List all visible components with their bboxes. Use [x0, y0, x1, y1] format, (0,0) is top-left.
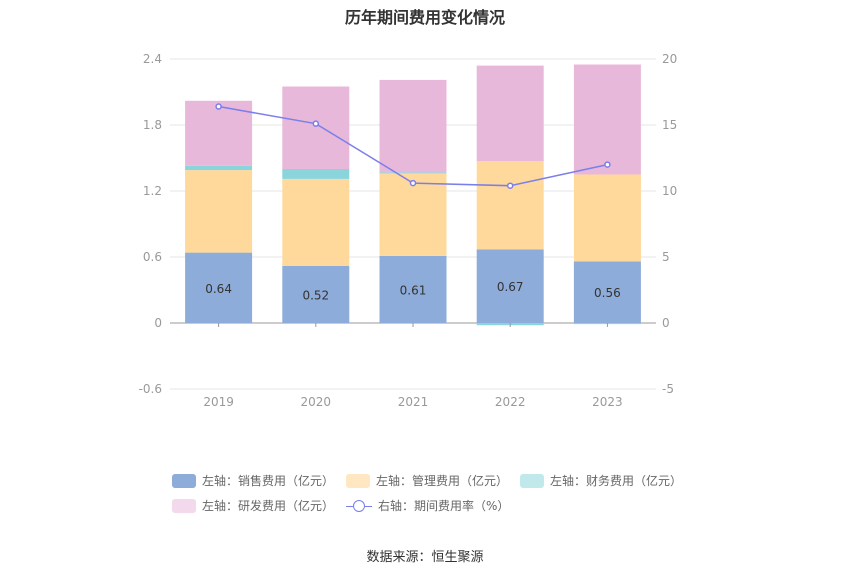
rate-line-point	[506, 182, 514, 189]
bar-segment-2	[379, 172, 447, 174]
bar-segment-2	[185, 165, 253, 171]
right-axis-tick: -5	[662, 382, 674, 396]
rate-line-point	[604, 161, 611, 168]
bar-segment-0	[573, 261, 641, 323]
bar-segment-0	[379, 255, 447, 323]
right-axis-tick: 15	[662, 118, 677, 132]
bar-segment-3	[476, 65, 544, 162]
legend-label: 右轴：期间费用率（%）	[378, 499, 510, 513]
source-note: 数据来源：恒生聚源	[366, 550, 484, 565]
bar-segment-3	[573, 64, 641, 175]
left-axis-tick: 2.4	[143, 52, 162, 66]
bar-value-label: 0.61	[400, 283, 427, 297]
bar-segment-1	[476, 161, 544, 250]
x-axis-tick: 2022	[495, 395, 526, 409]
bar-segment-1	[379, 173, 447, 256]
left-axis-tick: 1.8	[143, 118, 162, 132]
bar-segment-0	[476, 249, 544, 323]
legend-label: 左轴：财务费用（亿元）	[550, 474, 683, 488]
rate-line-point	[215, 103, 222, 110]
x-axis-tick: 2020	[301, 395, 332, 409]
chart-title: 历年期间费用变化情况	[344, 8, 505, 27]
bar-value-label: 0.64	[205, 282, 232, 296]
bar-series	[185, 64, 641, 326]
legend: 左轴：销售费用（亿元） 左轴：管理费用（亿元） 左轴：财务费用（亿元） 左轴：研发费用…	[172, 472, 712, 522]
rate-line-point	[312, 120, 320, 127]
legend-item-0[interactable]: 左轴：销售费用（亿元）	[172, 472, 334, 489]
legend-swatch	[520, 473, 545, 488]
legend-swatch	[172, 498, 196, 513]
rate-line	[215, 103, 611, 189]
x-axis-tick: 2019	[203, 395, 234, 409]
bar-value-label: 0.67	[497, 280, 524, 294]
bar-segment-1	[282, 178, 350, 266]
legend-item-1[interactable]: 左轴：管理费用（亿元）	[346, 472, 508, 489]
right-axis-tick: 10	[662, 184, 677, 198]
x-axis-tick: 2021	[398, 395, 429, 409]
bar-segment-0	[282, 265, 350, 323]
right-axis-tick: 0	[662, 316, 670, 330]
bar-segment-2	[282, 169, 350, 179]
bar-segment-1	[185, 170, 253, 253]
right-axis-tick: 5	[662, 250, 670, 264]
axis-ticks: 2.4 20 1.8 15 1.2 10 0.6 5 0 0 -0.6 -5 2019 2020 2021 2…	[139, 52, 678, 409]
bar-segment-3	[282, 86, 350, 169]
legend-item-2[interactable]: 左轴：财务费用（亿元）	[520, 472, 682, 489]
rate-line-point	[409, 179, 417, 187]
bar-value-label: 0.52	[302, 288, 329, 302]
left-axis-tick: 0.6	[143, 250, 162, 264]
left-axis-tick: 0	[154, 316, 162, 330]
legend-label: 左轴：研发费用（亿元）	[202, 499, 335, 513]
legend-item-4[interactable]: 右轴：期间费用率（%）	[346, 497, 509, 514]
legend-item-3[interactable]: 左轴：研发费用（亿元）	[172, 497, 334, 514]
bar-value-label: 0.56	[594, 286, 621, 300]
bar-segment-1	[573, 174, 641, 262]
bar-segment-3	[185, 100, 253, 166]
legend-swatch	[346, 473, 371, 488]
bar-data-labels: 0.64 0.52 0.61 0.67 0.56	[205, 280, 621, 302]
bar-segment-3	[379, 79, 447, 173]
bar-segment-0	[185, 252, 253, 323]
x-axis-tick: 2023	[592, 395, 623, 409]
legend-line-marker	[346, 499, 373, 513]
left-axis-tick: -0.6	[139, 382, 162, 396]
chart-area: 2.4 20 1.8 15 1.2 10 0.6 5 0 0 -0.6 -5 2019 2020 2021 2…	[139, 52, 678, 409]
legend-label: 左轴：管理费用（亿元）	[376, 474, 509, 488]
legend-swatch	[172, 473, 196, 488]
legend-label: 左轴：销售费用（亿元）	[202, 474, 335, 488]
right-axis-tick: 20	[662, 52, 677, 66]
left-axis-tick: 1.2	[143, 184, 162, 198]
